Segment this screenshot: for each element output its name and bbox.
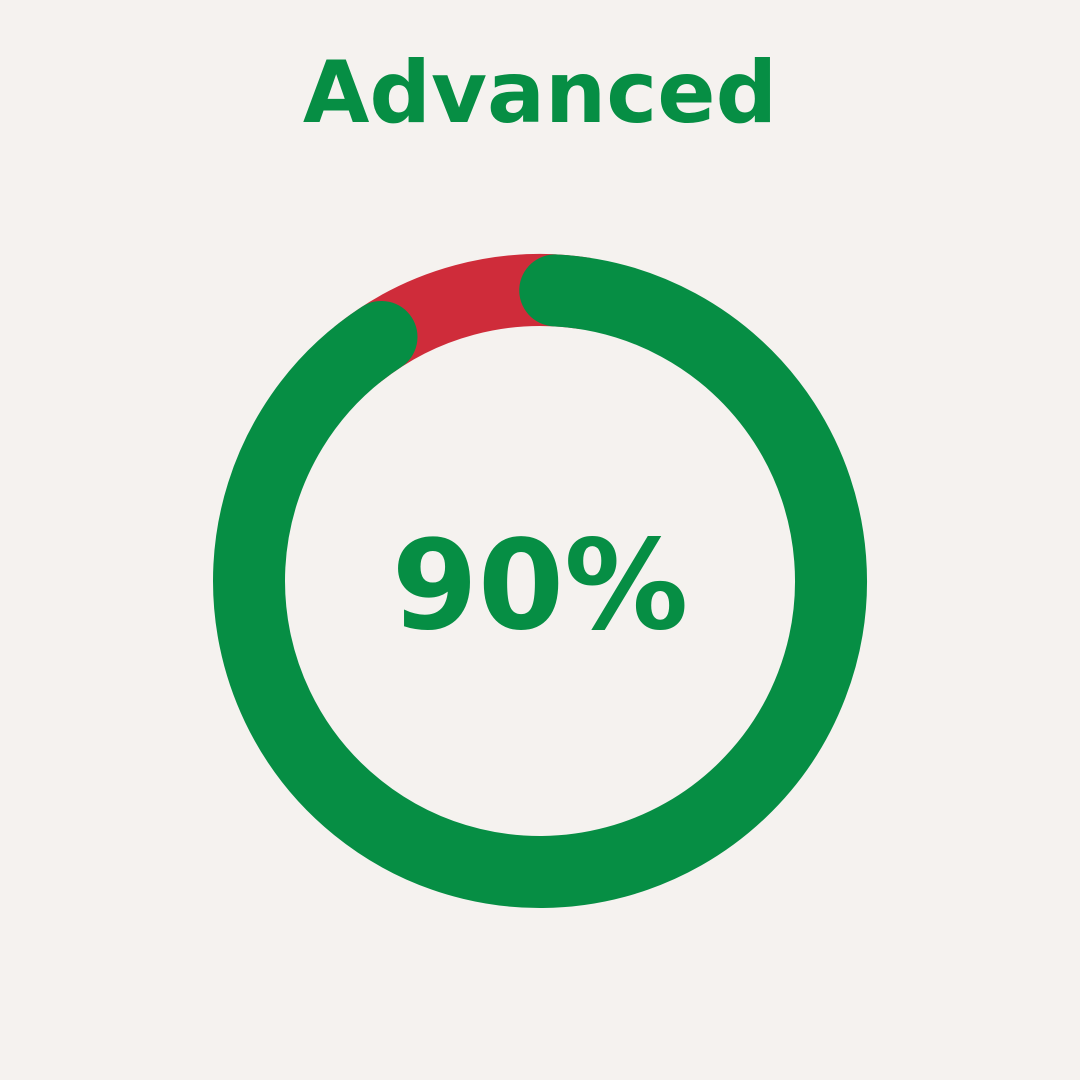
page-title: Advanced: [302, 43, 778, 143]
gauge-value-arc: [213, 254, 867, 908]
gauge-value-label: 90%: [392, 514, 689, 658]
